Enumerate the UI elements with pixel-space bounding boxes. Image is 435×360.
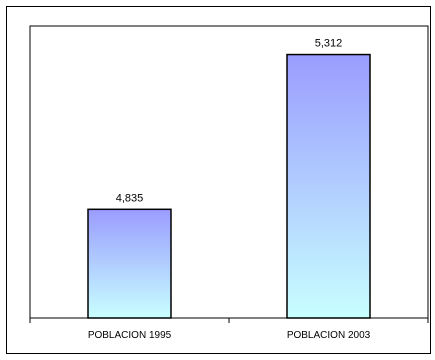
- bar-2: [287, 55, 370, 318]
- x-tick-label-2: POBLACION 2003: [287, 330, 371, 341]
- data-label-2: 5,312: [315, 38, 343, 50]
- data-label-1: 4,835: [116, 192, 144, 204]
- bar-1: [88, 209, 171, 318]
- bar-chart: 4,835 POBLACION 1995 5,312 POBLACION 2003: [7, 7, 432, 355]
- x-tick-label-1: POBLACION 1995: [88, 330, 172, 341]
- chart-frame: 4,835 POBLACION 1995 5,312 POBLACION 2003: [6, 6, 431, 354]
